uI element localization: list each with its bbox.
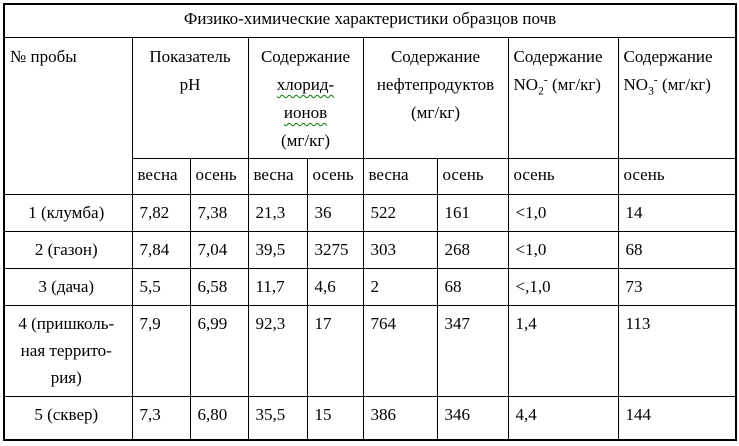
header-no2: Содержание NO2- (мг/кг) xyxy=(507,37,619,159)
header-no3-subscript: 3 xyxy=(648,84,654,98)
subheader-petroleum-autumn: осень xyxy=(436,158,509,195)
value-cell-no2-autumn: <1,0 xyxy=(507,194,619,232)
sample-cell: 1 (клумба) xyxy=(3,194,133,232)
table-row: 2 (газон) 7,84 7,04 39,5 3275 303 268 <1… xyxy=(3,231,737,269)
value-cell-ph-autumn: 7,38 xyxy=(189,194,249,232)
soil-characteristics-table: Физико-химические характеристики образцо… xyxy=(3,3,738,441)
table-body: 1 (клумба) 7,82 7,38 21,3 36 522 161 <1,… xyxy=(3,194,737,440)
season-subheader-row: весна осень весна осень весна осень осен… xyxy=(4,158,737,195)
value-cell-no2-autumn: <1,0 xyxy=(507,231,619,269)
value-cell-ph-spring: 7,84 xyxy=(131,231,191,269)
table-row: 4 (пришколь- ная террито- рия) 7,9 6,99 … xyxy=(3,305,737,397)
header-petroleum: Содержание нефтепродуктов (мг/кг) xyxy=(362,37,509,159)
subheader-petroleum-spring: весна xyxy=(362,158,438,195)
header-chlorides-line1: Содержание xyxy=(260,47,351,66)
value-cell-no3-autumn: 73 xyxy=(617,268,737,306)
header-no3-unit: (мг/кг) xyxy=(657,75,711,94)
value-cell-chloride-spring: 11,7 xyxy=(247,268,308,306)
subheader-ph-autumn: осень xyxy=(189,158,249,195)
value-cell-chloride-autumn: 4,6 xyxy=(306,268,364,306)
header-no2-unit: (мг/кг) xyxy=(547,75,601,94)
value-cell-petroleum-spring: 764 xyxy=(362,305,438,397)
header-chlorides-line2: хлорид- xyxy=(276,75,335,94)
subheader-ph-spring: весна xyxy=(131,158,191,195)
value-cell-ph-spring: 5,5 xyxy=(131,268,191,306)
value-cell-no3-autumn: 144 xyxy=(617,396,737,440)
header-no2-subscript: 2 xyxy=(538,84,544,98)
value-cell-petroleum-autumn: 268 xyxy=(436,231,509,269)
value-cell-petroleum-spring: 303 xyxy=(362,231,438,269)
header-no3-base: NO xyxy=(623,75,649,94)
value-cell-no2-autumn: <,1,0 xyxy=(507,268,619,306)
value-cell-chloride-autumn: 15 xyxy=(306,396,364,440)
header-no2-prefix: Содержание xyxy=(513,47,603,66)
value-cell-chloride-spring: 21,3 xyxy=(247,194,308,232)
value-cell-chloride-spring: 35,5 xyxy=(247,396,308,440)
header-no2-superscript: - xyxy=(543,73,548,87)
title-row: Физико-химические характеристики образцо… xyxy=(3,3,737,38)
subheader-chloride-spring: весна xyxy=(247,158,308,195)
value-cell-chloride-spring: 92,3 xyxy=(247,305,308,397)
value-cell-petroleum-autumn: 68 xyxy=(436,268,509,306)
header-row: № пробы Показатель pH Содержание хлорид-и… xyxy=(3,37,737,195)
header-chlorides-line3: ионов xyxy=(283,103,328,122)
value-cell-ph-autumn: 6,99 xyxy=(189,305,249,397)
value-cell-chloride-spring: 39,5 xyxy=(247,231,308,269)
value-cell-petroleum-spring: 2 xyxy=(362,268,438,306)
table-row: 3 (дача) 5,5 6,58 11,7 4,6 2 68 <,1,0 73 xyxy=(3,268,737,306)
header-no3-prefix: Содержание xyxy=(623,47,713,66)
value-cell-ph-spring: 7,82 xyxy=(131,194,191,232)
header-sample-number: № пробы xyxy=(3,37,133,195)
value-cell-chloride-autumn: 17 xyxy=(306,305,364,397)
value-cell-no3-autumn: 14 xyxy=(617,194,737,232)
value-cell-no3-autumn: 113 xyxy=(617,305,737,397)
value-cell-chloride-autumn: 36 xyxy=(306,194,364,232)
header-no2-base: NO xyxy=(513,75,539,94)
header-ph: Показатель pH xyxy=(131,37,249,159)
sample-cell: 4 (пришколь- ная террито- рия) xyxy=(3,305,133,397)
table-row: 1 (клумба) 7,82 7,38 21,3 36 522 161 <1,… xyxy=(3,194,737,232)
value-cell-no2-autumn: 4,4 xyxy=(507,396,619,440)
subheader-no3-autumn: осень xyxy=(617,158,737,195)
value-cell-petroleum-autumn: 347 xyxy=(436,305,509,397)
subheader-chloride-autumn: осень xyxy=(306,158,364,195)
header-no3: Содержание NO3- (мг/кг) xyxy=(617,37,737,159)
value-cell-ph-spring: 7,3 xyxy=(131,396,191,440)
value-cell-petroleum-spring: 522 xyxy=(362,194,438,232)
header-no3-superscript: - xyxy=(653,73,658,87)
sample-cell: 2 (газон) xyxy=(3,231,133,269)
value-cell-chloride-autumn: 3275 xyxy=(306,231,364,269)
subheader-no2-autumn: осень xyxy=(507,158,619,195)
value-cell-ph-autumn: 6,58 xyxy=(189,268,249,306)
sample-cell: 5 (сквер) xyxy=(3,396,133,440)
value-cell-no2-autumn: 1,4 xyxy=(507,305,619,397)
sample-cell: 3 (дача) xyxy=(3,268,133,306)
value-cell-ph-autumn: 7,04 xyxy=(189,231,249,269)
value-cell-petroleum-spring: 386 xyxy=(362,396,438,440)
table-title: Физико-химические характеристики образцо… xyxy=(3,3,737,38)
table-row: 5 (сквер) 7,3 6,80 35,5 15 386 346 4,4 1… xyxy=(3,396,737,440)
value-cell-ph-spring: 7,9 xyxy=(131,305,191,397)
header-chlorides: Содержание хлорид-ионов (мг/кг) xyxy=(247,37,364,159)
value-cell-no3-autumn: 68 xyxy=(617,231,737,269)
value-cell-petroleum-autumn: 346 xyxy=(436,396,509,440)
value-cell-petroleum-autumn: 161 xyxy=(436,194,509,232)
value-cell-ph-autumn: 6,80 xyxy=(189,396,249,440)
header-chlorides-line4: (мг/кг) xyxy=(280,131,330,150)
